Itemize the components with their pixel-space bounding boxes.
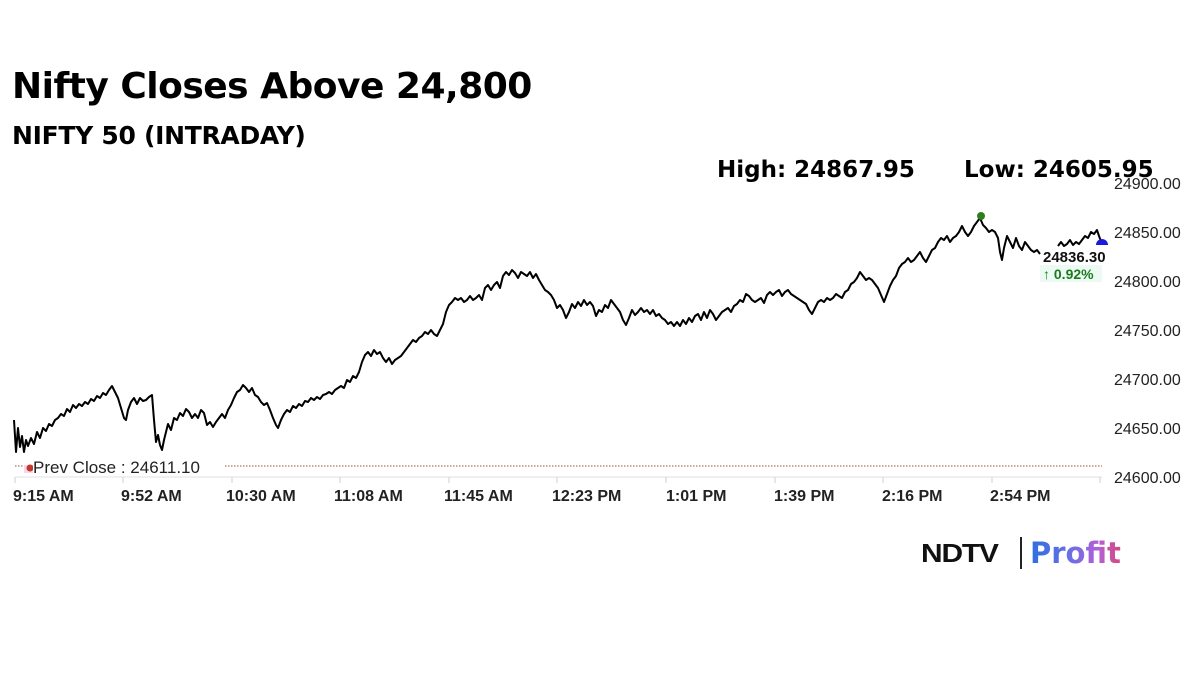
y-tick-label: 24850.00 xyxy=(1114,225,1181,242)
logo-divider xyxy=(1020,537,1022,569)
x-tick-label: 1:01 PM xyxy=(666,488,726,505)
prev-close-label: Prev Close : 24611.10 xyxy=(33,458,200,477)
x-tick-marks xyxy=(14,477,1101,483)
x-tick-label: 10:30 AM xyxy=(226,488,296,505)
y-tick-label: 24700.00 xyxy=(1114,372,1181,389)
price-line-tail xyxy=(1057,229,1103,247)
y-tick-label: 24650.00 xyxy=(1114,421,1181,438)
x-tick-label: 12:23 PM xyxy=(552,488,621,505)
y-tick-label: 24750.00 xyxy=(1114,323,1181,340)
chart-title: Nifty Closes Above 24,800 xyxy=(12,66,532,107)
logo-profit-text: Profit xyxy=(1030,536,1121,570)
prev-close-label-bg xyxy=(33,457,225,475)
high-marker xyxy=(977,212,985,220)
chart-subtitle: NIFTY 50 (INTRADAY) xyxy=(12,121,306,150)
last-change-bg xyxy=(1040,265,1102,282)
x-tick-label: 11:08 AM xyxy=(334,488,403,505)
y-tick-label: 24800.00 xyxy=(1114,274,1181,291)
x-axis-labels: 9:15 AM 9:52 AM 10:30 AM 11:08 AM 11:45 … xyxy=(13,488,1050,505)
logo-ndtv-text: NDTV xyxy=(921,537,999,568)
day-high-label: High: 24867.95 xyxy=(717,157,915,183)
x-tick-label: 11:45 AM xyxy=(444,488,513,505)
ndtv-profit-logo: NDTV Profit xyxy=(921,535,1121,571)
x-tick-label: 9:15 AM xyxy=(13,488,74,505)
y-tick-label: 24900.00 xyxy=(1114,176,1181,193)
last-price-label: 24836.30 xyxy=(1043,249,1106,266)
x-tick-label: 9:52 AM xyxy=(121,488,182,505)
day-low-label: Low: 24605.95 xyxy=(964,157,1154,183)
last-change-label: ↑ 0.92% xyxy=(1043,266,1094,282)
prev-close-marker xyxy=(26,464,34,472)
y-tick-label: 24600.00 xyxy=(1114,470,1181,487)
y-axis-labels: 24900.00 24850.00 24800.00 24750.00 2470… xyxy=(1114,176,1181,487)
x-tick-label: 2:54 PM xyxy=(990,488,1050,505)
price-line xyxy=(13,217,1041,453)
last-price-marker xyxy=(1096,239,1108,245)
x-tick-label: 1:39 PM xyxy=(774,488,834,505)
x-tick-label: 2:16 PM xyxy=(882,488,942,505)
